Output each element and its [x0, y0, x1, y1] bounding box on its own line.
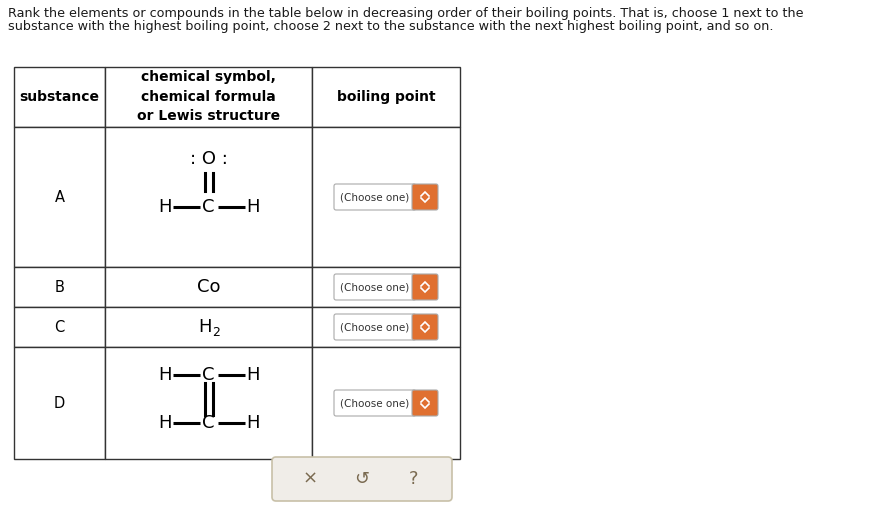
FancyBboxPatch shape — [334, 314, 416, 340]
Bar — [312, 307, 460, 347]
Text: D: D — [54, 396, 65, 410]
Text: boiling point: boiling point — [337, 90, 435, 104]
Text: B: B — [55, 280, 65, 295]
Text: H: H — [246, 198, 259, 216]
Bar — [105, 267, 312, 307]
Bar — [14, 347, 105, 459]
FancyBboxPatch shape — [334, 184, 416, 210]
Text: : O :: : O : — [190, 150, 228, 168]
FancyBboxPatch shape — [272, 457, 452, 501]
Text: C: C — [55, 320, 65, 334]
FancyBboxPatch shape — [334, 390, 416, 416]
Text: C: C — [202, 414, 215, 432]
Bar — [312, 67, 460, 127]
Text: (Choose one): (Choose one) — [340, 322, 409, 332]
Text: A: A — [55, 190, 65, 205]
Bar — [105, 347, 312, 459]
Bar — [105, 67, 312, 127]
Text: C: C — [202, 198, 215, 216]
Text: C: C — [202, 366, 215, 384]
Text: H: H — [246, 366, 259, 384]
Bar — [14, 127, 105, 267]
Text: H: H — [158, 198, 171, 216]
Bar — [312, 127, 460, 267]
Text: H: H — [158, 366, 171, 384]
Bar — [105, 307, 312, 347]
Text: ×: × — [303, 470, 317, 488]
Text: ?: ? — [409, 470, 418, 488]
Text: 2: 2 — [212, 326, 220, 339]
Text: substance: substance — [20, 90, 99, 104]
FancyBboxPatch shape — [412, 184, 438, 210]
FancyBboxPatch shape — [334, 274, 416, 300]
Bar — [105, 127, 312, 267]
Text: substance with the highest boiling point, choose 2 next to the substance with th: substance with the highest boiling point… — [8, 20, 773, 33]
Bar — [14, 267, 105, 307]
Text: (Choose one): (Choose one) — [340, 192, 409, 202]
Text: Rank the elements or compounds in the table below in decreasing order of their b: Rank the elements or compounds in the ta… — [8, 7, 804, 20]
Text: (Choose one): (Choose one) — [340, 398, 409, 408]
Text: H: H — [158, 414, 171, 432]
FancyBboxPatch shape — [412, 390, 438, 416]
Text: Co: Co — [197, 278, 220, 296]
Bar — [312, 267, 460, 307]
Text: H: H — [198, 318, 211, 336]
Bar — [312, 347, 460, 459]
Text: H: H — [246, 414, 259, 432]
Bar — [14, 307, 105, 347]
Text: chemical symbol,
chemical formula
or Lewis structure: chemical symbol, chemical formula or Lew… — [137, 70, 280, 124]
Text: ↺: ↺ — [355, 470, 369, 488]
FancyBboxPatch shape — [412, 274, 438, 300]
Bar — [14, 67, 105, 127]
Text: (Choose one): (Choose one) — [340, 282, 409, 292]
FancyBboxPatch shape — [412, 314, 438, 340]
